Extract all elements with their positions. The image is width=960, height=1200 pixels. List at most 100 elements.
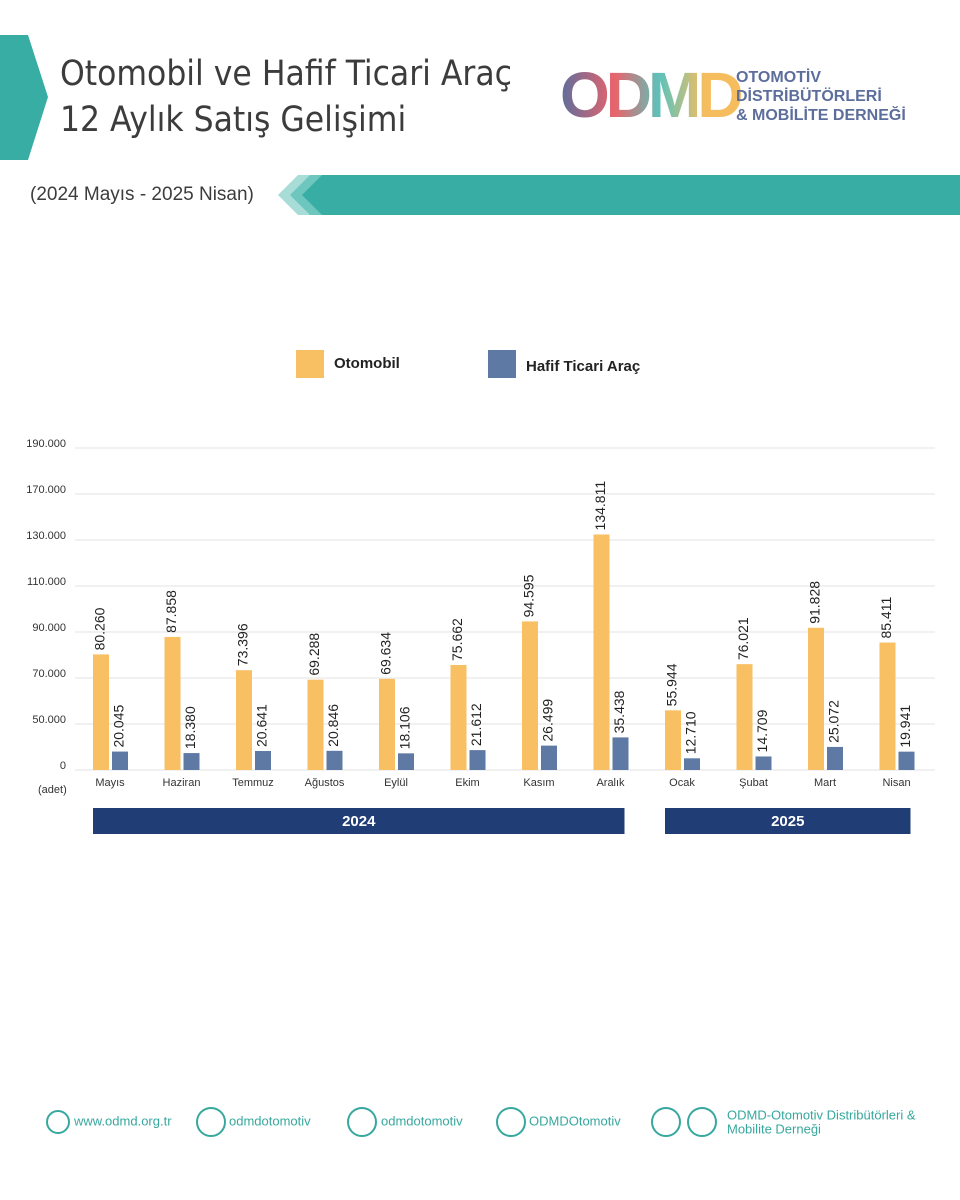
bar [164,636,181,770]
footer-link: odmdotomotiv [229,1113,311,1128]
footer-org: Mobilite Derneği [727,1121,821,1136]
y-tick-label: 70.000 [32,668,66,680]
bar [593,534,610,770]
value-label: 20.045 [111,705,127,748]
x-tick-label: Mayıs [95,777,125,789]
y-tick-label: 130.000 [26,530,66,542]
bar [307,679,324,770]
legend-label: Otomobil [334,355,400,372]
y-tick-label: 190.000 [26,438,66,450]
instagram-icon [347,1107,377,1137]
bar [612,737,629,770]
value-label: 55.944 [664,663,680,706]
value-label: 18.380 [182,706,198,749]
logo-text: OTOMOTİV [736,68,821,86]
x-tick-label: Kasım [523,777,554,789]
value-label: 69.288 [306,633,322,676]
value-label: 85.411 [878,597,894,639]
subtitle: (2024 Mayıs - 2025 Nisan) [30,184,254,205]
footer-link: ODMDOtomotiv [529,1113,621,1128]
value-label: 35.438 [611,690,627,733]
year-label: 2024 [342,813,376,830]
x-tick-label: Ocak [669,777,695,789]
bar [450,664,467,770]
value-label: 87.858 [163,590,179,633]
value-label: 26.499 [540,699,556,742]
y-tick-label: 50.000 [32,714,66,726]
logo-text: & MOBİLİTE DERNEĞİ [736,105,906,124]
legend-swatch [296,350,324,378]
y-tick-label: 110.000 [27,576,66,588]
chart: 0 50.000 70.000 90.000 110.000 130.000 170.000… [26,350,935,834]
logo-text: DİSTRİBÜTÖRLERİ [736,86,882,105]
y-tick-label: 170.000 [26,484,66,496]
footer-link: www.odmd.org.tr [73,1113,172,1128]
footer-org: ODMD-Otomotiv Distribütörleri & [727,1107,916,1122]
bar [93,654,109,770]
value-label: 69.634 [378,632,394,675]
bar [827,746,843,770]
x-tick-label: Şubat [739,777,768,789]
title-line: Otomobil ve Hafif Ticari Araç [60,54,512,94]
bar [879,642,896,770]
y-tick-label: 90.000 [32,622,66,634]
logo: ODMD [560,59,741,131]
value-label: 134.811 [592,481,608,531]
banner [302,175,960,215]
value-label: 18.106 [397,706,413,749]
youtube-icon [687,1107,717,1137]
bar [684,758,700,770]
value-label: 20.846 [325,704,341,747]
x-tick-label: Temmuz [232,777,274,789]
year-band [93,808,625,834]
value-label: 75.662 [449,618,465,661]
bar [736,664,753,770]
bar [522,621,538,770]
facebook-icon [496,1107,526,1137]
bar [183,753,200,770]
twitter-icon [196,1107,226,1137]
x-tick-label: Nisan [882,777,910,789]
value-label: 25.072 [826,700,842,743]
bar [541,745,557,770]
bar [236,670,252,770]
bar [255,751,271,770]
title-line: 12 Aylık Satış Gelişimi [60,100,406,140]
bar [469,750,486,770]
y-axis-label: (adet) [38,784,67,796]
value-label: 91.828 [807,581,823,624]
x-tick-label: Ekim [455,777,479,789]
header-accent [0,35,48,160]
footer-link: odmdotomotiv [381,1113,463,1128]
value-label: 12.710 [683,711,699,754]
value-label: 73.396 [235,623,251,666]
x-tick-label: Eylül [384,777,408,789]
web-icon [46,1110,70,1134]
legend-swatch [488,350,516,378]
bar [112,751,128,770]
footer: www.odmd.org.tr odmdotomotiv odmdotomoti… [46,1107,916,1137]
bar [665,710,681,770]
value-label: 14.709 [754,709,770,752]
x-tick-label: Ağustos [305,777,345,789]
x-tick-label: Mart [814,777,836,789]
bar [379,678,395,770]
bar [326,750,343,770]
bar [398,753,414,770]
value-label: 76.021 [735,617,751,660]
linkedin-icon [651,1107,681,1137]
x-tick-label: Haziran [163,777,201,789]
value-label: 80.260 [92,607,108,650]
y-tick-label: 0 [60,760,66,772]
legend-label: Hafif Ticari Araç [526,358,640,375]
bar [808,627,824,770]
year-band [665,808,911,834]
year-label: 2025 [771,813,804,830]
value-label: 21.612 [468,703,484,746]
value-label: 19.941 [897,705,913,748]
value-label: 20.641 [254,704,270,747]
value-label: 94.595 [521,574,537,617]
bar [755,756,772,770]
bar [898,751,915,770]
